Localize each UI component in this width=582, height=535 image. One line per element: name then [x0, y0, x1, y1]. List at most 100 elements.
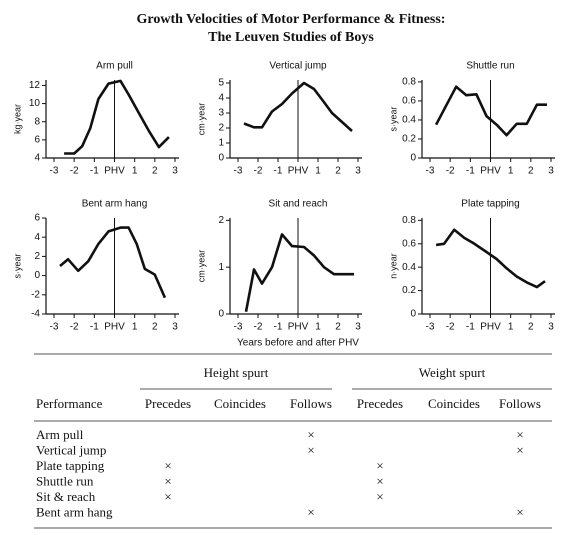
y-tick-label: 0.8 [402, 215, 416, 226]
column-header: Follows [290, 396, 332, 411]
column-header: Precedes [145, 396, 191, 411]
y-tick-label: 0.2 [402, 285, 416, 296]
column-header: Follows [499, 396, 541, 411]
panel-title: Shuttle run [466, 61, 514, 72]
x-tick-label: 3 [548, 166, 554, 177]
table-mark: × [516, 427, 523, 442]
y-tick-label: 0 [410, 309, 416, 320]
y-tick-label: 4 [34, 153, 40, 164]
table-mark: × [516, 442, 523, 457]
data-line [244, 233, 354, 312]
data-line [435, 228, 546, 289]
panel-title: Sit and reach [269, 199, 328, 210]
y-tick-label: -2 [31, 289, 40, 300]
table-mark: × [164, 489, 171, 504]
data-line [434, 85, 547, 137]
x-tick-label: 1 [315, 322, 321, 333]
x-tick-label: -1 [90, 322, 99, 333]
x-axis-label: Years before and after PHV [237, 338, 359, 349]
x-tick-label: -2 [446, 322, 455, 333]
x-tick-label: 1 [508, 166, 514, 177]
x-tick-label: -1 [90, 166, 99, 177]
y-tick-label: 6 [34, 213, 40, 224]
x-tick-label: PHV [480, 322, 501, 333]
x-tick-label: -3 [50, 322, 59, 333]
x-tick-label: 1 [132, 166, 138, 177]
row-label: Sit & reach [36, 489, 96, 504]
y-tick-label: 3 [218, 108, 224, 119]
x-tick-label: 1 [132, 322, 138, 333]
x-tick-label: -2 [254, 322, 263, 333]
column-header: Coincides [214, 396, 266, 411]
x-tick-label: PHV [104, 166, 125, 177]
figure-title: Growth Velocities of Motor Performance &… [137, 12, 446, 27]
x-tick-label: 2 [528, 166, 534, 177]
y-axis-label: cm·year [196, 103, 206, 136]
x-tick-label: 2 [335, 166, 341, 177]
y-tick-label: 2 [34, 251, 40, 262]
y-axis-label: cm·year [196, 250, 206, 283]
data-line [64, 79, 170, 155]
row-label: Plate tapping [36, 458, 105, 473]
table-mark: × [164, 458, 171, 473]
table-mark: × [164, 473, 171, 488]
y-tick-label: 5 [218, 78, 224, 89]
x-tick-label: 1 [315, 166, 321, 177]
column-header: Coincides [428, 396, 480, 411]
x-tick-label: 3 [548, 322, 554, 333]
table-mark: × [307, 442, 314, 457]
x-tick-label: -3 [234, 166, 243, 177]
x-tick-label: 2 [152, 322, 158, 333]
figure-title: The Leuven Studies of Boys [208, 30, 374, 45]
y-axis-label: s·year [12, 253, 22, 278]
y-tick-label: 4 [34, 232, 40, 243]
x-tick-label: -2 [70, 166, 79, 177]
x-tick-label: 3 [172, 166, 178, 177]
x-tick-label: PHV [288, 166, 309, 177]
table-mark: × [307, 504, 314, 519]
y-tick-label: 0.8 [402, 77, 416, 88]
y-tick-label: 2 [218, 123, 224, 134]
table-mark: × [376, 489, 383, 504]
y-tick-label: 1 [218, 262, 224, 273]
data-line [243, 81, 353, 132]
row-label: Arm pull [36, 427, 84, 442]
group-header: Height spurt [204, 365, 269, 380]
table-mark: × [516, 504, 523, 519]
table-rules [34, 353, 552, 529]
x-tick-label: -2 [254, 166, 263, 177]
x-tick-label: 3 [355, 166, 361, 177]
panel-title: Bent arm hang [82, 199, 148, 210]
x-tick-label: 3 [355, 322, 361, 333]
panel-title: Plate tapping [461, 199, 519, 210]
row-label: Vertical jump [36, 442, 106, 457]
column-header: Performance [36, 396, 103, 411]
table-mark: × [376, 458, 383, 473]
y-tick-label: 0 [34, 270, 40, 281]
panel-title: Vertical jump [269, 61, 327, 72]
x-tick-label: -3 [426, 322, 435, 333]
table-mark: × [376, 473, 383, 488]
y-tick-label: 0 [218, 309, 224, 320]
y-tick-label: 0.2 [402, 134, 416, 145]
x-tick-label: -2 [446, 166, 455, 177]
x-tick-label: -3 [234, 322, 243, 333]
table-mark: × [307, 427, 314, 442]
x-tick-label: -3 [50, 166, 59, 177]
x-tick-label: PHV [480, 166, 501, 177]
y-tick-label: 0 [410, 153, 416, 164]
x-tick-label: 2 [528, 322, 534, 333]
x-tick-label: -1 [466, 322, 475, 333]
y-tick-label: 6 [34, 135, 40, 146]
y-tick-label: 0.6 [402, 96, 416, 107]
x-tick-label: -1 [274, 322, 283, 333]
y-tick-label: 2 [218, 215, 224, 226]
x-tick-label: -2 [70, 322, 79, 333]
panel-title: Arm pull [96, 61, 133, 72]
y-tick-label: 0 [218, 153, 224, 164]
x-tick-label: -3 [426, 166, 435, 177]
x-tick-label: PHV [104, 322, 125, 333]
y-tick-label: 0.6 [402, 238, 416, 249]
y-tick-label: 1 [218, 138, 224, 149]
